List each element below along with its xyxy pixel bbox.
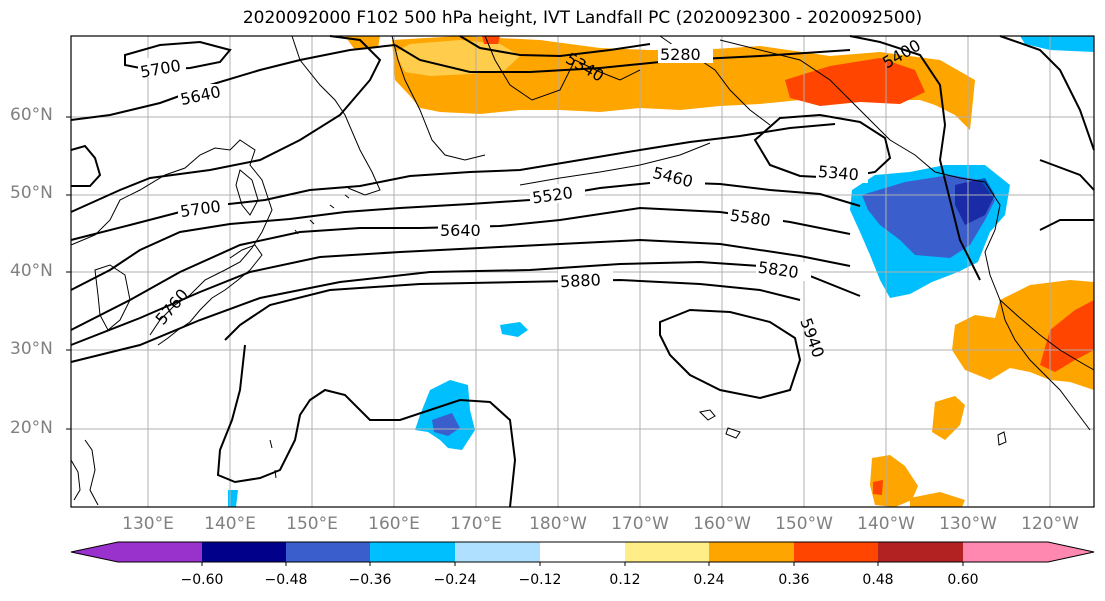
colorbar-swatch bbox=[370, 542, 455, 562]
height-contours bbox=[70, 35, 1095, 508]
ivt-positive-se-core bbox=[1040, 300, 1094, 372]
contour-label: 5880 bbox=[560, 270, 602, 291]
ivt-negative-small-a bbox=[500, 322, 528, 337]
lon-label: 140°W bbox=[857, 514, 915, 534]
colorbar-extend-low bbox=[71, 542, 118, 562]
ivt-positive-patch-b-core bbox=[873, 480, 883, 495]
colorbar-tick-label: −0.24 bbox=[433, 572, 477, 588]
lat-label: 40°N bbox=[10, 261, 53, 281]
ivt-negative-ne-pacific-max bbox=[955, 178, 995, 225]
lon-label: 150°W bbox=[775, 514, 833, 534]
colorbar-tick-label: −0.60 bbox=[180, 572, 224, 588]
ivt-negative-corner bbox=[1020, 36, 1094, 52]
map-title: 2020092000 F102 500 hPa height, IVT Land… bbox=[242, 8, 923, 28]
lat-label: 60°N bbox=[10, 105, 53, 125]
ivt-negative-subtropics bbox=[415, 380, 475, 450]
lon-label: 150°E bbox=[286, 514, 338, 534]
colorbar-tick-label: 0.24 bbox=[693, 572, 725, 588]
colorbar-tick-label: 0.12 bbox=[609, 572, 641, 588]
colorbar-swatch bbox=[540, 542, 625, 562]
lon-label: 180°W bbox=[529, 514, 587, 534]
lon-label: 170°E bbox=[450, 514, 502, 534]
ivt-strong-positive bbox=[785, 58, 925, 106]
ivt-positive-band bbox=[392, 36, 975, 130]
colorbar-extend-high bbox=[1048, 542, 1094, 562]
colorbar-tick-label: −0.36 bbox=[348, 572, 392, 588]
colorbar-swatch bbox=[794, 542, 878, 562]
colorbar-tick-label: 0.36 bbox=[778, 572, 810, 588]
colorbar-swatch bbox=[625, 542, 709, 562]
colorbar-swatch bbox=[202, 542, 286, 562]
colorbar-swatch bbox=[963, 542, 1048, 562]
lat-label: 20°N bbox=[10, 418, 53, 438]
ivt-strong-positive-small bbox=[482, 36, 500, 44]
lat-label: 30°N bbox=[10, 339, 53, 359]
ivt-positive-patch-c bbox=[910, 492, 965, 507]
lon-label: 160°W bbox=[693, 514, 751, 534]
colorbar-swatch bbox=[878, 542, 963, 562]
colorbar-outline bbox=[70, 541, 1095, 563]
colorbar-tick-label: 0.48 bbox=[862, 572, 894, 588]
lon-label: 130°E bbox=[122, 514, 174, 534]
colorbar-swatch bbox=[455, 542, 540, 562]
ivt-shading bbox=[228, 36, 1094, 507]
colorbar bbox=[70, 541, 1095, 566]
colorbar-tick-label: 0.60 bbox=[947, 572, 979, 588]
lon-label: 170°W bbox=[611, 514, 669, 534]
lat-label: 50°N bbox=[10, 183, 53, 203]
contour-label: 5340 bbox=[817, 162, 859, 184]
lon-label: 160°E bbox=[368, 514, 420, 534]
colorbar-tick-label: −0.12 bbox=[518, 572, 562, 588]
colorbar-tick-label: −0.48 bbox=[264, 572, 308, 588]
colorbar-swatch bbox=[709, 542, 794, 562]
ivt-negative-subtropics-core bbox=[432, 413, 460, 436]
lon-label: 120°W bbox=[1021, 514, 1079, 534]
colorbar-swatch bbox=[118, 542, 202, 562]
lon-label: 130°W bbox=[939, 514, 997, 534]
colorbar-swatch bbox=[286, 542, 370, 562]
lon-label: 140°E bbox=[204, 514, 256, 534]
contour-label: 5640 bbox=[440, 221, 481, 240]
contour-label: 5280 bbox=[660, 45, 701, 64]
tick-marks bbox=[66, 116, 71, 430]
